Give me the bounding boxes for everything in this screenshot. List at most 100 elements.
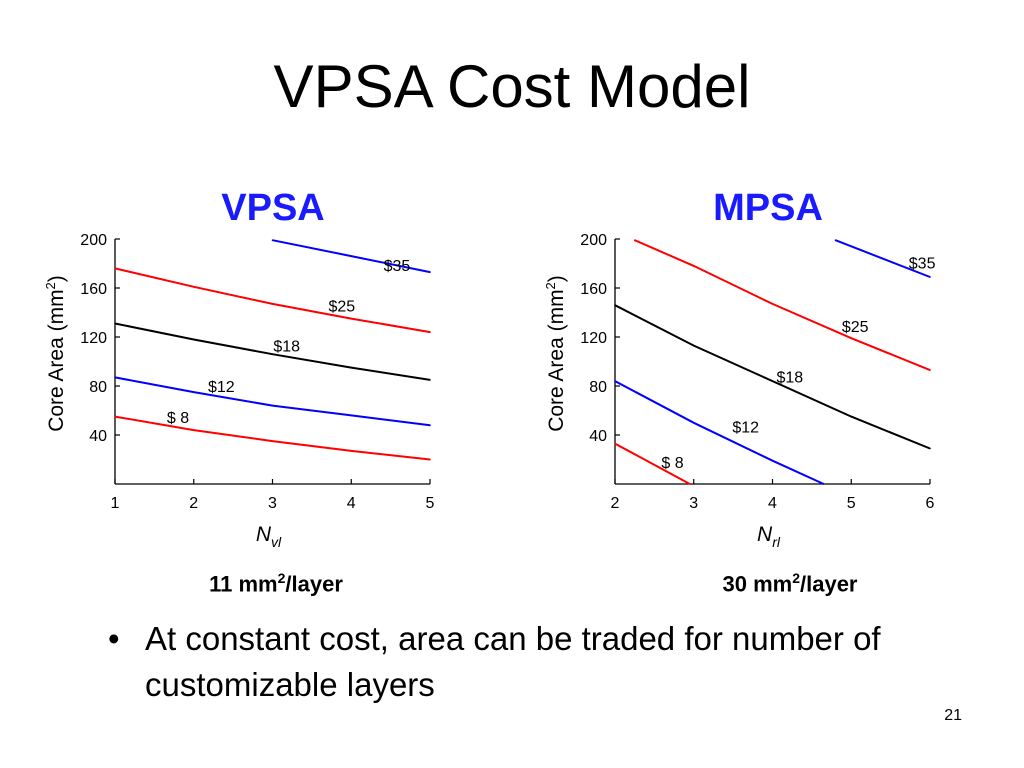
chart0-y-axis-label: Core Area (mm2) [43, 275, 68, 432]
mpsa-caption-suffix: /layer [800, 571, 858, 597]
bullet-dot-icon: • [108, 620, 120, 657]
chart1-x-tick-label: 2 [611, 495, 620, 512]
chart0-data-point [192, 338, 195, 341]
chart0-y-tick-label: 200 [80, 232, 107, 249]
chart0-data-point [429, 424, 431, 426]
chart0-data-point [114, 267, 116, 270]
chart1-data-point [929, 276, 931, 278]
chart1-y-axis-label: Core Area (mm2) [543, 275, 568, 432]
vpsa-chart-title: VPSA [221, 187, 325, 229]
chart0-y-tick-label: 40 [89, 428, 107, 445]
chart0-data-point [271, 404, 274, 407]
chart0-data-point [271, 239, 274, 242]
chart0-y-tick-label: 80 [89, 379, 107, 396]
chart0-x-tick-label: 4 [347, 495, 356, 512]
chart1-data-point [822, 483, 825, 485]
chart1-data-point [692, 265, 695, 267]
chart0-data-point [429, 458, 431, 461]
chart0-series-label: $25 [328, 298, 355, 315]
chart1-series-label: $25 [842, 319, 869, 336]
chart0-data-point [114, 322, 116, 325]
chart1-series-line [614, 304, 931, 450]
chart1-y-axis-label-text: Core Area (mm [545, 289, 568, 431]
chart0-data-point [429, 379, 431, 381]
chart1-x-axis-label-main: N [757, 523, 773, 546]
chart0-series-label: $35 [384, 258, 411, 275]
chart1-x-axis-label-sub: rl [772, 534, 781, 550]
chart0-y-axis-label-sup: 2 [43, 282, 58, 289]
chart0-x-axis-label-main: N [256, 523, 272, 546]
vpsa-caption-prefix: 11 mm [209, 571, 278, 597]
chart0-data-point [192, 429, 195, 431]
chart0-data-point [271, 353, 274, 355]
chart1-data-point [771, 303, 774, 305]
chart1-data-point [929, 369, 931, 371]
chart1-series-line [614, 380, 825, 485]
chart0-series-label: $ 8 [167, 410, 189, 427]
chart0-x-tick-label: 5 [426, 495, 435, 512]
chart0-series-line [114, 376, 431, 427]
vpsa-caption-suffix: /layer [285, 571, 343, 597]
mpsa-chart-title: MPSA [713, 187, 823, 229]
chart1-data-point [850, 337, 853, 340]
chart0-data-point [350, 366, 353, 369]
vpsa-chart: 40 80 120 160 200 1 2 3 4 5 Core Area (mm2) Nvl $ 8 $… [43, 232, 435, 550]
chart0-x-tick-label: 3 [268, 495, 277, 512]
bullet-text: At constant cost, area can be traded for… [145, 620, 881, 703]
chart0-data-point [114, 376, 116, 379]
chart0-x-axis-label: Nvl [256, 523, 282, 550]
chart1-data-point [633, 239, 636, 242]
chart1-x-tick-label: 6 [926, 495, 935, 512]
slide-title: VPSA Cost Model [273, 53, 751, 120]
chart1-x-tick-label: 3 [689, 495, 698, 512]
chart1-data-point [771, 459, 774, 462]
chart1-y-tick-label: 200 [580, 232, 607, 249]
chart1-series-label: $ 8 [661, 455, 683, 472]
chart1-series-label: $35 [909, 255, 936, 272]
chart0-data-point [192, 391, 195, 393]
chart0-x-tick-label: 2 [189, 495, 198, 512]
chart0-series-line [114, 267, 431, 334]
chart0-data-point [350, 450, 353, 452]
chart0-data-point [350, 414, 353, 417]
chart0-y-axis-label-text: Core Area (mm [45, 289, 68, 431]
chart0-data-point [429, 271, 431, 273]
chart0-data-point [271, 303, 274, 305]
chart0-series-label: $12 [208, 379, 235, 396]
chart1-data-point [834, 239, 837, 242]
mpsa-caption: 30 mm2/layer [650, 564, 930, 598]
chart1-series-line [835, 239, 931, 278]
vpsa-caption-sup: 2 [277, 570, 286, 586]
chart0-x-axis-label-sub: vl [271, 534, 282, 550]
chart0-data-point [350, 255, 353, 257]
chart0-x-tick-label: 1 [111, 495, 120, 512]
chart1-y-axis-label-suffix: ) [545, 275, 568, 282]
chart0-data-point [350, 317, 353, 320]
chart0-data-point [114, 415, 116, 418]
chart1-data-point [614, 304, 616, 306]
chart1-series-line [614, 442, 691, 485]
chart0-data-point [271, 440, 274, 442]
chart1-y-tick-label: 40 [589, 428, 607, 445]
chart0-series-line [114, 415, 431, 461]
chart0-data-point [192, 285, 195, 288]
chart1-y-tick-label: 120 [580, 330, 607, 347]
chart1-y-axis-label-sup: 2 [543, 282, 558, 289]
chart1-data-point [692, 421, 695, 424]
chart1-data-point [692, 344, 695, 347]
chart0-series-label: $18 [273, 339, 300, 356]
slide-number: 21 [944, 707, 962, 724]
chart1-y-tick-label: 160 [580, 281, 607, 298]
chart1-data-point [850, 415, 853, 418]
chart1-x-tick-label: 4 [768, 495, 777, 512]
chart0-y-tick-label: 160 [80, 281, 107, 298]
chart1-x-tick-label: 5 [847, 495, 856, 512]
chart0-y-tick-label: 120 [80, 330, 107, 347]
mpsa-caption-prefix: 30 mm [722, 571, 793, 597]
chart1-data-point [614, 442, 616, 445]
chart1-series-label: $12 [732, 420, 759, 437]
chart1-data-point [771, 380, 774, 382]
mpsa-caption-sup: 2 [792, 570, 800, 586]
chart1-series-label: $18 [776, 369, 803, 386]
chart1-data-point [614, 380, 616, 382]
